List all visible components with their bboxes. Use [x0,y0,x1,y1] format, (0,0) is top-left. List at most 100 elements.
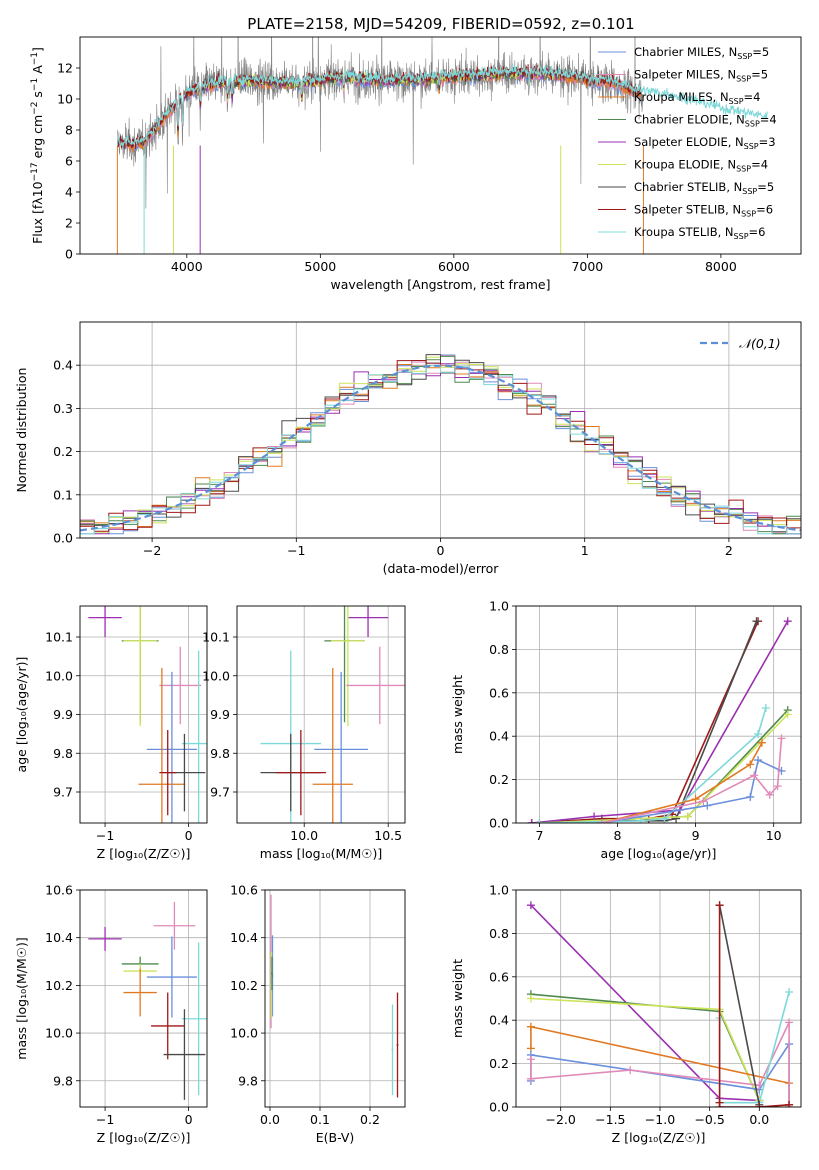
y-tick-label: 10.1 [45,630,73,645]
x-tick-label: 6000 [438,259,470,274]
axes-mass_vs_ebv: 0.0 0.1 0.2 9.8 10.0 10.2 10.4 10.6 E(B-V) [230,883,406,1145]
weight-marker-salpeter_stelib [785,1100,794,1107]
x-tick-label: −2.0 [546,1112,576,1127]
weight-line-kroupa_miles [601,742,763,823]
grid [516,605,801,824]
y-tick-label: 12 [57,61,73,76]
x-tick-label: 0.2 [360,1112,380,1127]
y-axis-label-part: 10 [30,181,45,197]
legend-label-salpeter_elodie: Salpeter ELODIE, NSSP=3 [634,135,776,151]
y-axis-label-part: −17 [30,162,40,181]
legend-label-suffix: =3 [759,135,776,149]
weight-marker-kroupa_miles [746,760,755,769]
y-tick-label: 0.0 [489,816,509,831]
y-tick-label: 10.4 [230,930,258,945]
y-axis-label: mass [log₁₀(M/M☉)] [14,937,29,1059]
x-tick-label: −1.5 [595,1112,625,1127]
x-tick-label: −0.5 [694,1112,724,1127]
legend-label-suffix: =6 [749,225,766,239]
weight-marker-kroupa_stelib [660,814,669,823]
weight-line-salpeter_miles [601,738,783,823]
weight-marker-kroupa_elodie [783,710,792,719]
axes-massweight_vs_Z: −2.0 −1.5 −1.0 −0.5 0.0 0.0 0.2 0.4 0.6 0.8 1.0 Z [… [450,883,802,1145]
y-axis-label-part: λ [30,197,45,205]
legend-label-kroupa_miles: Kroupa MILES, NSSP=4 [634,90,760,106]
y-tick-label: 0.2 [53,444,73,459]
weight-line-kroupa_stelib [718,991,790,1104]
x-tick-label: 1 [581,543,589,558]
legend-label-sub: SSP [729,97,744,106]
axes-age_vs_mass: 10.0 10.5 9.7 9.8 9.9 10.0 10.1 mass [log₁₀(M/M… [202,605,406,861]
y-axis-label-part: ] [30,47,45,52]
plot-area [88,901,207,1100]
x-axis-label: (data-model)/error [383,561,500,576]
y-tick-label: 10.0 [45,1026,73,1041]
plot-area [527,617,792,823]
x-tick-label: 8000 [705,259,737,274]
weight-marker-kroupa_elodie [526,994,535,1003]
y-tick-label: 4 [65,185,73,200]
y-tick-label: 10.0 [202,668,230,683]
grid [80,606,207,823]
x-axis-label: mass [log₁₀(M/M☉)] [260,846,382,861]
y-tick-label: 9.7 [210,785,230,800]
y-tick-label: 0.8 [489,926,509,941]
axes-frame [79,889,208,1108]
axes-frame [236,605,406,824]
model-line-kroupa_stelib [116,63,768,147]
axes-spectrum: 4000 5000 6000 7000 8000 0 2 4 6 8 10 12 wavelength … [30,36,802,292]
legend-label-sub: SSP [736,75,751,84]
legend-label-normal: 𝒩(0,1) [739,336,781,351]
x-tick-label: 0 [185,828,193,843]
legend-label-salpeter_miles: Salpeter MILES, NSSP=5 [634,68,768,84]
plot-area [526,901,794,1107]
legend-label-chabrier_stelib: Chabrier STELIB, NSSP=5 [634,180,774,196]
weight-marker-salpeter_miles [526,1074,535,1083]
legend-label-text: Chabrier MILES, N [634,45,737,59]
plot-area [80,354,801,538]
residual-legend: 𝒩(0,1) [700,336,781,351]
legend-label-text: Salpeter ELODIE, N [634,135,744,149]
y-tick-label: 0.6 [489,969,509,984]
x-axis-label: age [log₁₀(age/yr)] [601,846,717,861]
weight-marker-kroupa_stelib [761,703,770,712]
plot-area [260,606,405,823]
histogram-salpeter_stelib [80,360,801,538]
legend-label-text: Kroupa MILES, N [634,90,729,104]
legend-label-suffix: =4 [751,158,768,172]
weight-marker-salpeter_miles [785,1018,794,1027]
weight-marker-salpeter_miles [773,782,782,791]
y-axis-label-part: erg cm [30,115,45,163]
y-axis-label-part: −1 [30,52,40,65]
grid [80,889,207,1107]
y-axis-label: Flux [fλ10−17 erg cm−2 s−1 A−1] [30,47,45,244]
x-tick-label: 2 [725,543,733,558]
legend-label-chabrier_elodie: Chabrier ELODIE, NSSP=4 [634,113,777,129]
legend-label-sub: SSP [745,120,760,129]
x-tick-label: 9 [692,828,700,843]
axes-frame [79,36,802,255]
plot-area [116,37,768,254]
legend-label-kroupa_elodie: Kroupa ELODIE, NSSP=4 [634,158,768,174]
legend-label-text: Salpeter STELIB, N [634,203,741,217]
weight-marker-salpeter_miles [626,1066,635,1075]
legend-label-sub: SSP [737,52,752,61]
y-tick-label: 10.6 [45,883,73,898]
weight-marker-salpeter_stelib [755,1103,764,1107]
axes-age_vs_Z: −1 0 9.7 9.8 9.9 10.0 10.1 Z [log₁₀(Z/Z☉)] age [… [14,605,208,861]
x-tick-label: 0.0 [749,1112,769,1127]
y-tick-label: 9.9 [53,707,73,722]
weight-line-salpeter_stelib [531,620,759,823]
weight-marker-salpeter_miles [699,797,708,806]
axes-frame [264,889,406,1108]
y-tick-label: 0.1 [53,487,73,502]
y-tick-label: 10 [57,92,73,107]
axes-frame [79,321,802,539]
axes-residuals: −2 −1 0 1 2 0.0 0.1 0.2 0.3 0.4 (data-model)/error… [14,321,802,576]
axes-massweight_vs_age: 7 8 9 10 0.0 0.2 0.4 0.6 0.8 1.0 age [log₁₀(age/yr… [450,599,802,861]
y-axis-label: mass weight [450,959,465,1038]
y-tick-label: 9.8 [53,1073,73,1088]
x-tick-label: 0.1 [310,1112,330,1127]
weight-marker-chabrier_stelib [672,814,681,823]
y-tick-label: 0.4 [489,1013,509,1028]
